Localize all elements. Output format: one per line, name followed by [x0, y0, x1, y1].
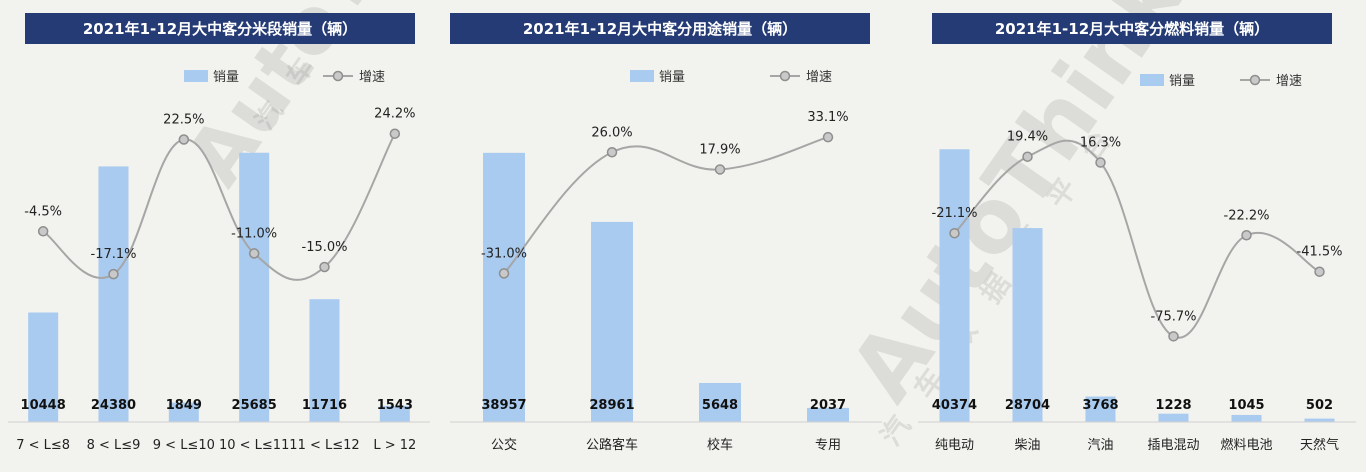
growth-point: [320, 263, 329, 272]
bar: [239, 153, 269, 422]
category-label: 8 < L≤9: [87, 438, 141, 453]
category-label: 9 < L≤10: [153, 438, 215, 453]
growth-label: -11.0%: [231, 226, 277, 241]
bar-value-label: 25685: [232, 398, 277, 413]
bar-value-label: 38957: [481, 398, 526, 413]
category-label: L > 12: [373, 438, 416, 453]
legend: 销量 增速: [1140, 74, 1302, 89]
growth-line: [504, 137, 828, 273]
legend: 销量 增速: [184, 70, 385, 85]
bar-value-label: 502: [1306, 398, 1333, 413]
growth-label: -75.7%: [1151, 309, 1197, 324]
bar-value-label: 3768: [1082, 398, 1118, 413]
legend-line-label: 增速: [359, 70, 385, 85]
bar-value-label: 2037: [810, 398, 846, 413]
category-label: 天然气: [1300, 437, 1339, 453]
growth-label: 19.4%: [1007, 130, 1048, 145]
category-label: 公交: [491, 437, 517, 453]
bar: [1013, 228, 1043, 422]
growth-point: [608, 148, 617, 157]
chart-svg: 销量 增速 10448 24380 1849 25685 11716 1543 7 < L≤8 8…: [0, 0, 450, 472]
growth-label: -31.0%: [481, 246, 527, 261]
bar-value-label: 1045: [1228, 398, 1264, 413]
growth-label: 22.5%: [163, 113, 204, 128]
bar-value-label: 1849: [166, 398, 202, 413]
category-label: 插电混动: [1147, 438, 1199, 453]
legend-line-label: 增速: [1276, 74, 1302, 89]
growth-label: 24.2%: [374, 107, 415, 122]
bar-value-label: 1228: [1155, 398, 1191, 413]
chart-svg: 销量 增速 40374 28704 3768 1228 1045 502 纯电动 柴油 汽油 插电混动…: [890, 0, 1366, 472]
growth-label: -22.2%: [1224, 208, 1270, 223]
legend-bar-label: 销量: [1169, 74, 1195, 89]
bar-value-label: 40374: [932, 398, 977, 413]
growth-label: 16.3%: [1080, 136, 1121, 151]
category-label: 专用: [815, 438, 841, 453]
growth-point: [950, 229, 959, 238]
bar-value-label: 11716: [302, 398, 347, 413]
growth-line: [955, 141, 1320, 338]
growth-point: [716, 165, 725, 174]
chart-svg: 销量 增速 38957 28961 5648 2037 公交 公路客车 校车 专用 -31.0% 26…: [450, 0, 890, 472]
legend: 销量 增速: [630, 70, 832, 85]
bar-value-label: 10448: [21, 398, 66, 413]
chart-panel-usage: 2021年1-12月大中客分用途销量（辆） 销量 增速 38957 28961 5648…: [450, 0, 890, 472]
bar-value-label: 24380: [91, 398, 136, 413]
legend-bar-label: 销量: [659, 70, 685, 85]
chart-panel-length: 2021年1-12月大中客分米段销量（辆） 销量 增速 10448 24380 1849…: [0, 0, 450, 472]
growth-point: [1169, 332, 1178, 341]
bar: [1305, 419, 1335, 422]
growth-label: 26.0%: [591, 125, 632, 140]
bar: [1232, 415, 1262, 422]
growth-point: [179, 135, 188, 144]
bar: [940, 149, 970, 422]
growth-point: [1242, 231, 1251, 240]
bar-value-label: 5648: [702, 398, 738, 413]
bar-value-label: 1543: [377, 398, 413, 413]
category-label: 燃料电池: [1220, 437, 1272, 453]
category-label: 11 < L≤12: [289, 438, 359, 453]
category-label: 公路客车: [586, 437, 638, 453]
legend-bar-swatch: [1140, 74, 1164, 86]
growth-label: -41.5%: [1297, 245, 1343, 260]
legend-bar-label: 销量: [213, 70, 239, 85]
chart-panel-fuel: 2021年1-12月大中客分燃料销量（辆） 销量 增速 40374 28704 3768…: [890, 0, 1366, 472]
growth-label: -21.1%: [932, 206, 978, 221]
growth-label: -17.1%: [91, 247, 137, 262]
category-label: 纯电动: [935, 438, 974, 453]
legend-bar-swatch: [184, 70, 208, 82]
bar-value-label: 28704: [1005, 398, 1050, 413]
category-label: 7 < L≤8: [16, 438, 70, 453]
category-label: 柴油: [1014, 438, 1040, 453]
growth-point: [500, 269, 509, 278]
growth-point: [390, 129, 399, 138]
growth-label: 33.1%: [807, 110, 848, 125]
growth-point: [1023, 152, 1032, 161]
growth-label: -15.0%: [302, 240, 348, 255]
legend-line-marker: [334, 72, 343, 81]
legend-line-marker: [1251, 76, 1260, 85]
growth-label: -4.5%: [24, 204, 62, 219]
legend-line-label: 增速: [806, 70, 832, 85]
legend-line-marker: [781, 72, 790, 81]
growth-point: [824, 133, 833, 142]
bar-value-label: 28961: [589, 398, 634, 413]
growth-point: [109, 270, 118, 279]
growth-point: [1315, 267, 1324, 276]
category-label: 校车: [707, 437, 733, 453]
legend-bar-swatch: [630, 70, 654, 82]
growth-point: [39, 227, 48, 236]
category-label: 汽油: [1087, 438, 1113, 453]
growth-point: [1096, 158, 1105, 167]
category-label: 10 < L≤11: [219, 438, 289, 453]
bar: [591, 222, 633, 422]
bar: [99, 166, 129, 422]
growth-point: [250, 249, 259, 258]
growth-label: 17.9%: [699, 142, 740, 157]
bar: [483, 153, 525, 422]
bar: [1159, 414, 1189, 422]
